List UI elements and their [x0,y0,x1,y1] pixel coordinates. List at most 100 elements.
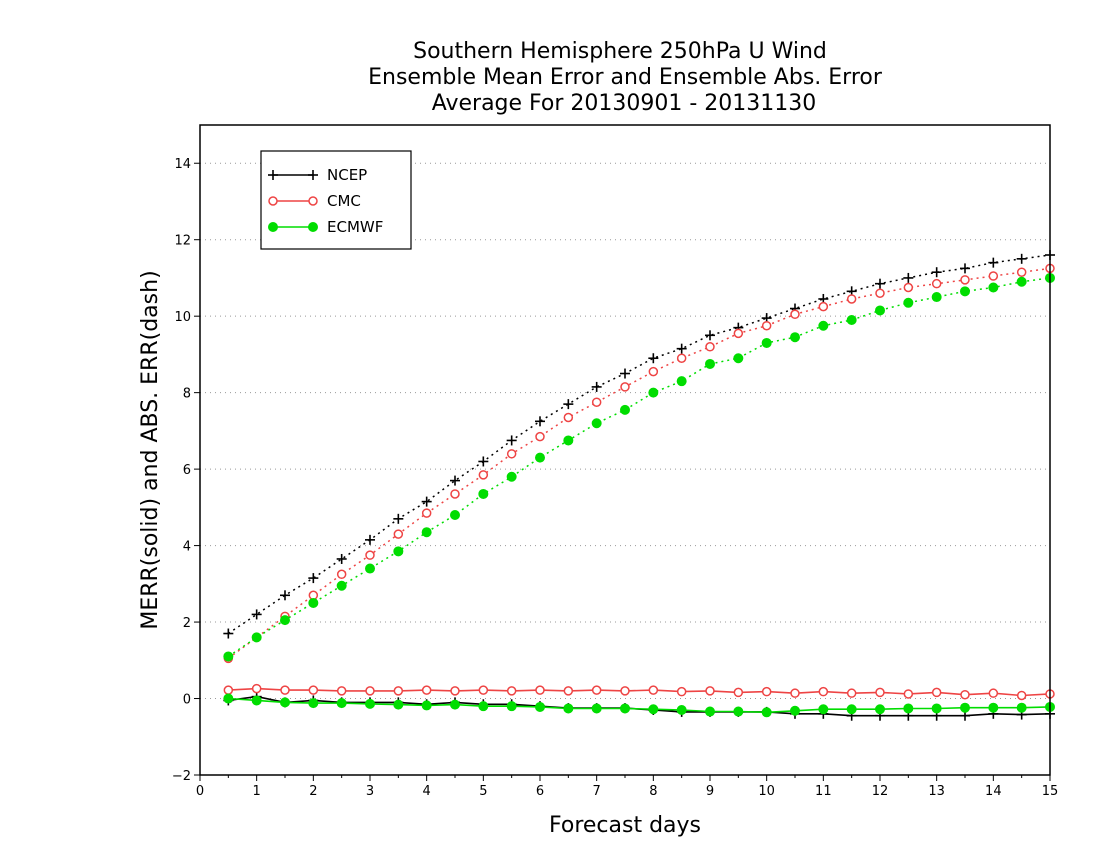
title-line-3: Average For 20130901 - 20131130 [432,91,817,116]
series-ecmwf-merr-point [648,704,659,715]
series-ecmwf-abs-err-point [308,597,319,608]
series-ecmwf-merr-point [761,707,772,718]
legend-label-ncep: NCEP [327,166,367,184]
series-cmc-abs-err-point [450,489,460,499]
series-ecmwf-abs-err-point [960,286,970,297]
series-cmc-abs-err-point [620,382,630,392]
series-cmc-merr-point [450,686,460,696]
series-ecmwf-merr-point [308,698,319,709]
series-ncep-abs-err-point [1016,253,1027,264]
series-ecmwf-merr-line [228,697,1051,714]
series-cmc-merr-point [365,686,375,696]
series-cmc-merr-point [620,686,630,696]
series-cmc-abs-err-point [393,529,404,539]
series-cmc-merr-point [790,688,800,698]
series-ecmwf-abs-err-point [648,387,659,398]
series-ecmwf-merr-point [393,699,404,710]
series-ncep-abs-err-point [875,278,885,289]
legend-marker-cmc [268,196,278,206]
series-ecmwf-merr-point [478,701,489,712]
y-tick-label: 0 [183,693,191,708]
x-tick-label: 1 [253,784,261,799]
series-ecmwf-abs-err-point [931,292,942,303]
series-ecmwf-merr-point [506,701,517,712]
series-cmc-abs-err-point [1016,267,1027,277]
y-tick-label: 4 [183,540,191,555]
series-ecmwf-merr-point [1016,702,1027,713]
series-ncep-abs-err-point [903,272,914,283]
series-ecmwf-merr-point [960,702,970,713]
series-ecmwf-merr-point [620,703,630,714]
series-ecmwf-merr-point [705,706,715,717]
x-tick-label: 15 [1042,784,1059,799]
series-ecmwf-merr-point [875,704,885,715]
series-cmc-abs-err-point [336,569,347,580]
series-cmc-abs-err-line [227,267,1051,660]
series-ecmwf-merr-point [535,701,545,712]
series-ecmwf-abs-err-point [223,651,234,662]
series-ncep-abs-err-point [591,381,602,392]
series-ncep-abs-err-point [676,343,687,354]
series-ncep-abs-err-point [535,416,545,427]
series-cmc-merr-point [875,687,885,698]
legend-item-cmc: CMC [268,192,361,210]
series-ncep-abs-err-point [336,553,347,564]
series-cmc-abs-err-point [421,508,432,518]
series-ecmwf-abs-err-line [227,277,1051,658]
series-cmc-merr-point [903,689,914,699]
series-cmc-merr-point [960,689,970,700]
series-ecmwf-abs-err-point [478,488,489,499]
series-ncep-abs-err-point [280,590,290,601]
series-ncep-abs-err-point [251,609,262,620]
x-tick-label: 12 [872,784,889,799]
series-ecmwf-merr-point [365,698,375,709]
series-cmc-merr-point [223,685,234,695]
series-ecmwf-abs-err-point [790,332,800,343]
series-cmc-abs-err-point [705,342,715,352]
series-ncep-abs-err-point [931,267,942,278]
series-ecmwf-merr-point [988,702,999,713]
series-cmc-abs-err-point [535,431,545,442]
series-ncep-abs-err-point [988,257,999,268]
series-ecmwf-abs-err-point [251,632,262,643]
series-ncep-abs-err-point [421,496,432,507]
series-ecmwf-abs-err-point [365,563,375,574]
series-cmc-merr-point [506,686,517,696]
legend-marker-ecmwf [308,222,318,232]
series-ecmwf [223,272,1055,718]
y-tick-label: −2 [172,769,191,784]
grid [200,162,1050,776]
title-line-2: Ensemble Mean Error and Ensemble Abs. Er… [368,65,883,90]
x-tick-label: 10 [758,784,775,799]
series-cmc-merr-point [761,686,772,697]
x-tick-label: 13 [928,784,945,799]
x-tick-label: 9 [706,784,714,799]
series-ncep-abs-err-point [705,330,715,341]
x-tick-label: 5 [479,784,487,799]
y-tick-label: 6 [183,463,191,478]
series-ecmwf-abs-err-point [506,471,517,482]
series-cmc-merr-point [1016,690,1027,701]
series-ecmwf-merr-point [818,704,829,715]
series-ecmwf-abs-err-point [761,337,772,348]
series-cmc-merr-point [931,687,942,698]
series-cmc-abs-err-point [761,320,772,331]
series-cmc-merr-line [228,687,1051,697]
x-tick-label: 0 [196,784,204,799]
legend-marker-ecmwf [268,222,278,232]
legend-item-ncep: NCEP [268,166,367,184]
legend-marker-ncep [268,170,278,180]
legend-marker-cmc [308,196,318,206]
series-ncep-abs-err-point [393,513,404,524]
series-cmc-merr-point [676,686,687,697]
series-ecmwf-abs-err-point [705,358,715,369]
series-ecmwf-merr-point [790,705,800,716]
series-cmc-merr-point [478,685,489,695]
series-ecmwf-abs-err-point [875,305,885,316]
series-cmc-abs-err-point [478,470,489,480]
series-ecmwf-merr-point [421,700,432,711]
series-ecmwf-abs-err-point [591,418,602,429]
series-cmc-merr-point [733,687,744,698]
series-ncep-abs-err-point [506,435,517,446]
